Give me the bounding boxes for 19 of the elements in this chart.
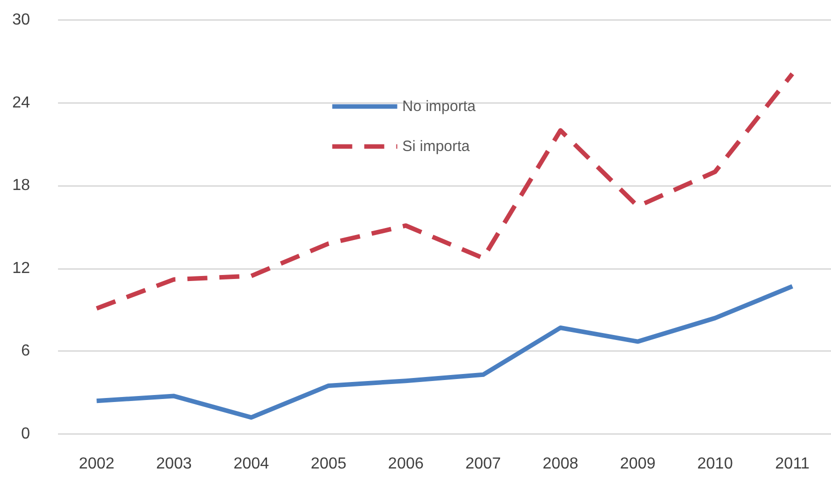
x-tick-label: 2011 [775,456,810,472]
x-tick-label: 2007 [465,456,502,472]
y-tick-label: 30 [12,12,30,28]
legend-label: No importa [402,98,476,115]
y-tick-label: 12 [12,260,30,277]
x-tick-label: 2010 [697,456,733,472]
y-tick-label: 6 [21,342,30,360]
y-tick-label: 24 [12,94,30,112]
legend-label: Si importa [402,138,470,155]
x-tick-label: 2009 [620,456,656,472]
x-tick-label: 2006 [388,456,424,472]
x-tick-label: 2004 [233,456,270,472]
y-tick-label: 0 [21,426,30,442]
x-tick-label: 2002 [78,456,115,472]
x-tick-label: 2005 [310,456,346,472]
y-tick-label: 18 [12,177,30,194]
x-tick-label: 2008 [542,456,578,472]
x-tick-label: 2003 [156,456,192,472]
line-series [94,72,795,311]
